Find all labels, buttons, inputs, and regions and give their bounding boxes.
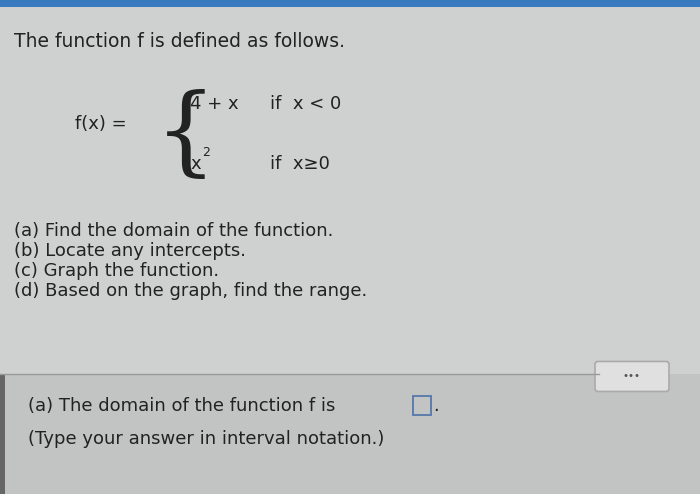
- Bar: [0, 0, 700, 7]
- Text: 2: 2: [202, 146, 210, 159]
- Bar: [0, 374, 5, 494]
- Text: (Type your answer in interval notation.): (Type your answer in interval notation.): [28, 430, 384, 448]
- Bar: [413, 396, 431, 415]
- Text: if  x≥0: if x≥0: [270, 155, 330, 173]
- Bar: [0, 374, 700, 494]
- Text: The function f is defined as follows.: The function f is defined as follows.: [14, 32, 345, 51]
- Text: 4 + x: 4 + x: [190, 95, 239, 113]
- Text: (d) Based on the graph, find the range.: (d) Based on the graph, find the range.: [14, 282, 368, 300]
- Text: (c) Graph the function.: (c) Graph the function.: [14, 262, 219, 280]
- Text: •••: •••: [623, 371, 641, 381]
- FancyBboxPatch shape: [595, 362, 669, 391]
- Text: {: {: [155, 89, 217, 183]
- Text: x: x: [190, 155, 201, 173]
- Text: (a) The domain of the function f is: (a) The domain of the function f is: [28, 397, 335, 415]
- Text: f(x) =: f(x) =: [75, 115, 127, 133]
- Text: if  x < 0: if x < 0: [270, 95, 342, 113]
- Text: .: .: [433, 397, 439, 415]
- Text: (b) Locate any intercepts.: (b) Locate any intercepts.: [14, 242, 246, 260]
- Text: (a) Find the domain of the function.: (a) Find the domain of the function.: [14, 222, 333, 240]
